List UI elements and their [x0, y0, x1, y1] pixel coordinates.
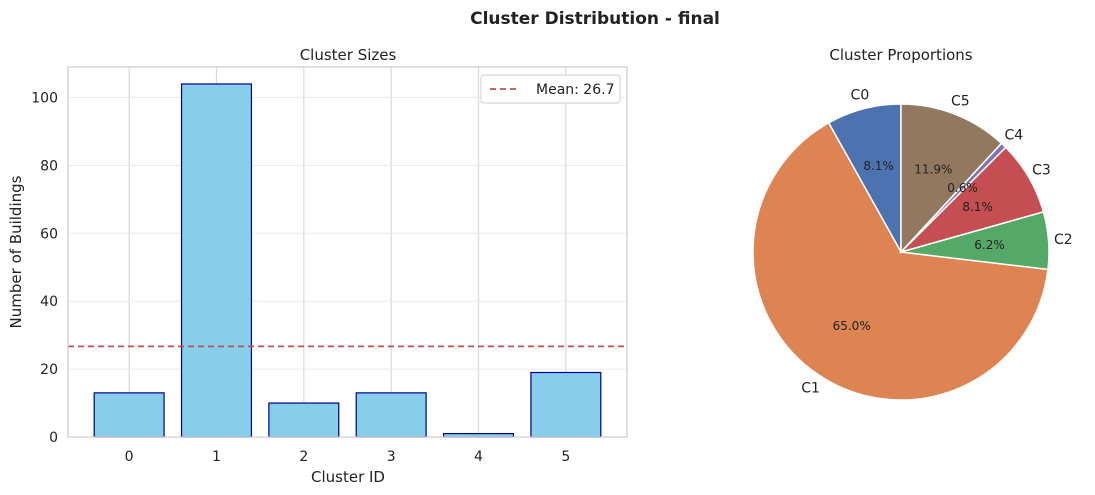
pie-slice — [900, 103, 1003, 254]
pie-slice-label: C3 — [1032, 163, 1051, 179]
x-tick-label: 3 — [387, 449, 396, 465]
pie-percent-label: 6.2% — [974, 238, 1005, 252]
legend-label: Mean: 26.7 — [536, 82, 614, 98]
pie-slice-label: C1 — [801, 380, 820, 396]
y-axis-label: Number of Buildings — [7, 175, 25, 328]
x-axis-label: Cluster ID — [311, 468, 385, 486]
pie-percent-label: 8.1% — [962, 200, 993, 214]
x-tick-label: 0 — [125, 449, 134, 465]
y-tick-label: 80 — [40, 158, 58, 174]
pie-chart: Cluster Proportions C08.1%C165.0%C26.2%C… — [752, 46, 1073, 401]
x-tick-label: 2 — [299, 449, 308, 465]
pie-labels: C0 8.1% C1 65.0% C2 6.2% C3 8.1% C4 0.6% C5 11.9% — [801, 87, 1072, 396]
pie-slices — [752, 103, 1050, 401]
pie-slice-label: C2 — [1054, 232, 1073, 248]
bar-chart-title: Cluster Sizes — [300, 46, 397, 64]
pie-percent-label: 0.6% — [947, 181, 978, 195]
pie-percent-label: 11.9% — [914, 162, 952, 176]
x-tick-label: 5 — [561, 449, 570, 465]
pie-slice — [752, 121, 1049, 401]
pie-slice-label: C5 — [951, 93, 970, 109]
pie-slice-label: C4 — [1004, 128, 1023, 144]
pie-percent-label: 8.1% — [863, 159, 894, 173]
pie-percent-label: 65.0% — [833, 319, 871, 333]
bar-chart-bars — [93, 83, 602, 438]
y-tick-label: 20 — [40, 362, 58, 378]
bar-chart: Cluster Sizes 0 1 2 3 4 5 0 20 40 60 80 100 Cluste… — [7, 46, 628, 486]
y-tick-label: 60 — [40, 226, 58, 242]
y-tick-label: 100 — [31, 91, 58, 107]
bar — [180, 83, 253, 438]
y-tick-label: 0 — [49, 430, 58, 446]
bar-chart-frame — [67, 66, 628, 438]
bar — [268, 402, 340, 438]
pie-slice-label: C0 — [851, 87, 870, 103]
y-tick-labels: 0 20 40 60 80 100 — [31, 91, 58, 446]
x-tick-labels: 0 1 2 3 4 5 — [125, 449, 571, 465]
bar — [93, 392, 165, 438]
bar — [355, 392, 427, 438]
x-tick-label: 4 — [474, 449, 483, 465]
x-tick-label: 1 — [212, 449, 221, 465]
pie-chart-title: Cluster Proportions — [829, 46, 972, 64]
figure-title: Cluster Distribution - final — [470, 9, 720, 29]
legend: Mean: 26.7 — [480, 74, 621, 104]
legend-box — [480, 74, 621, 104]
bar — [530, 371, 602, 438]
y-tick-label: 40 — [40, 294, 58, 310]
